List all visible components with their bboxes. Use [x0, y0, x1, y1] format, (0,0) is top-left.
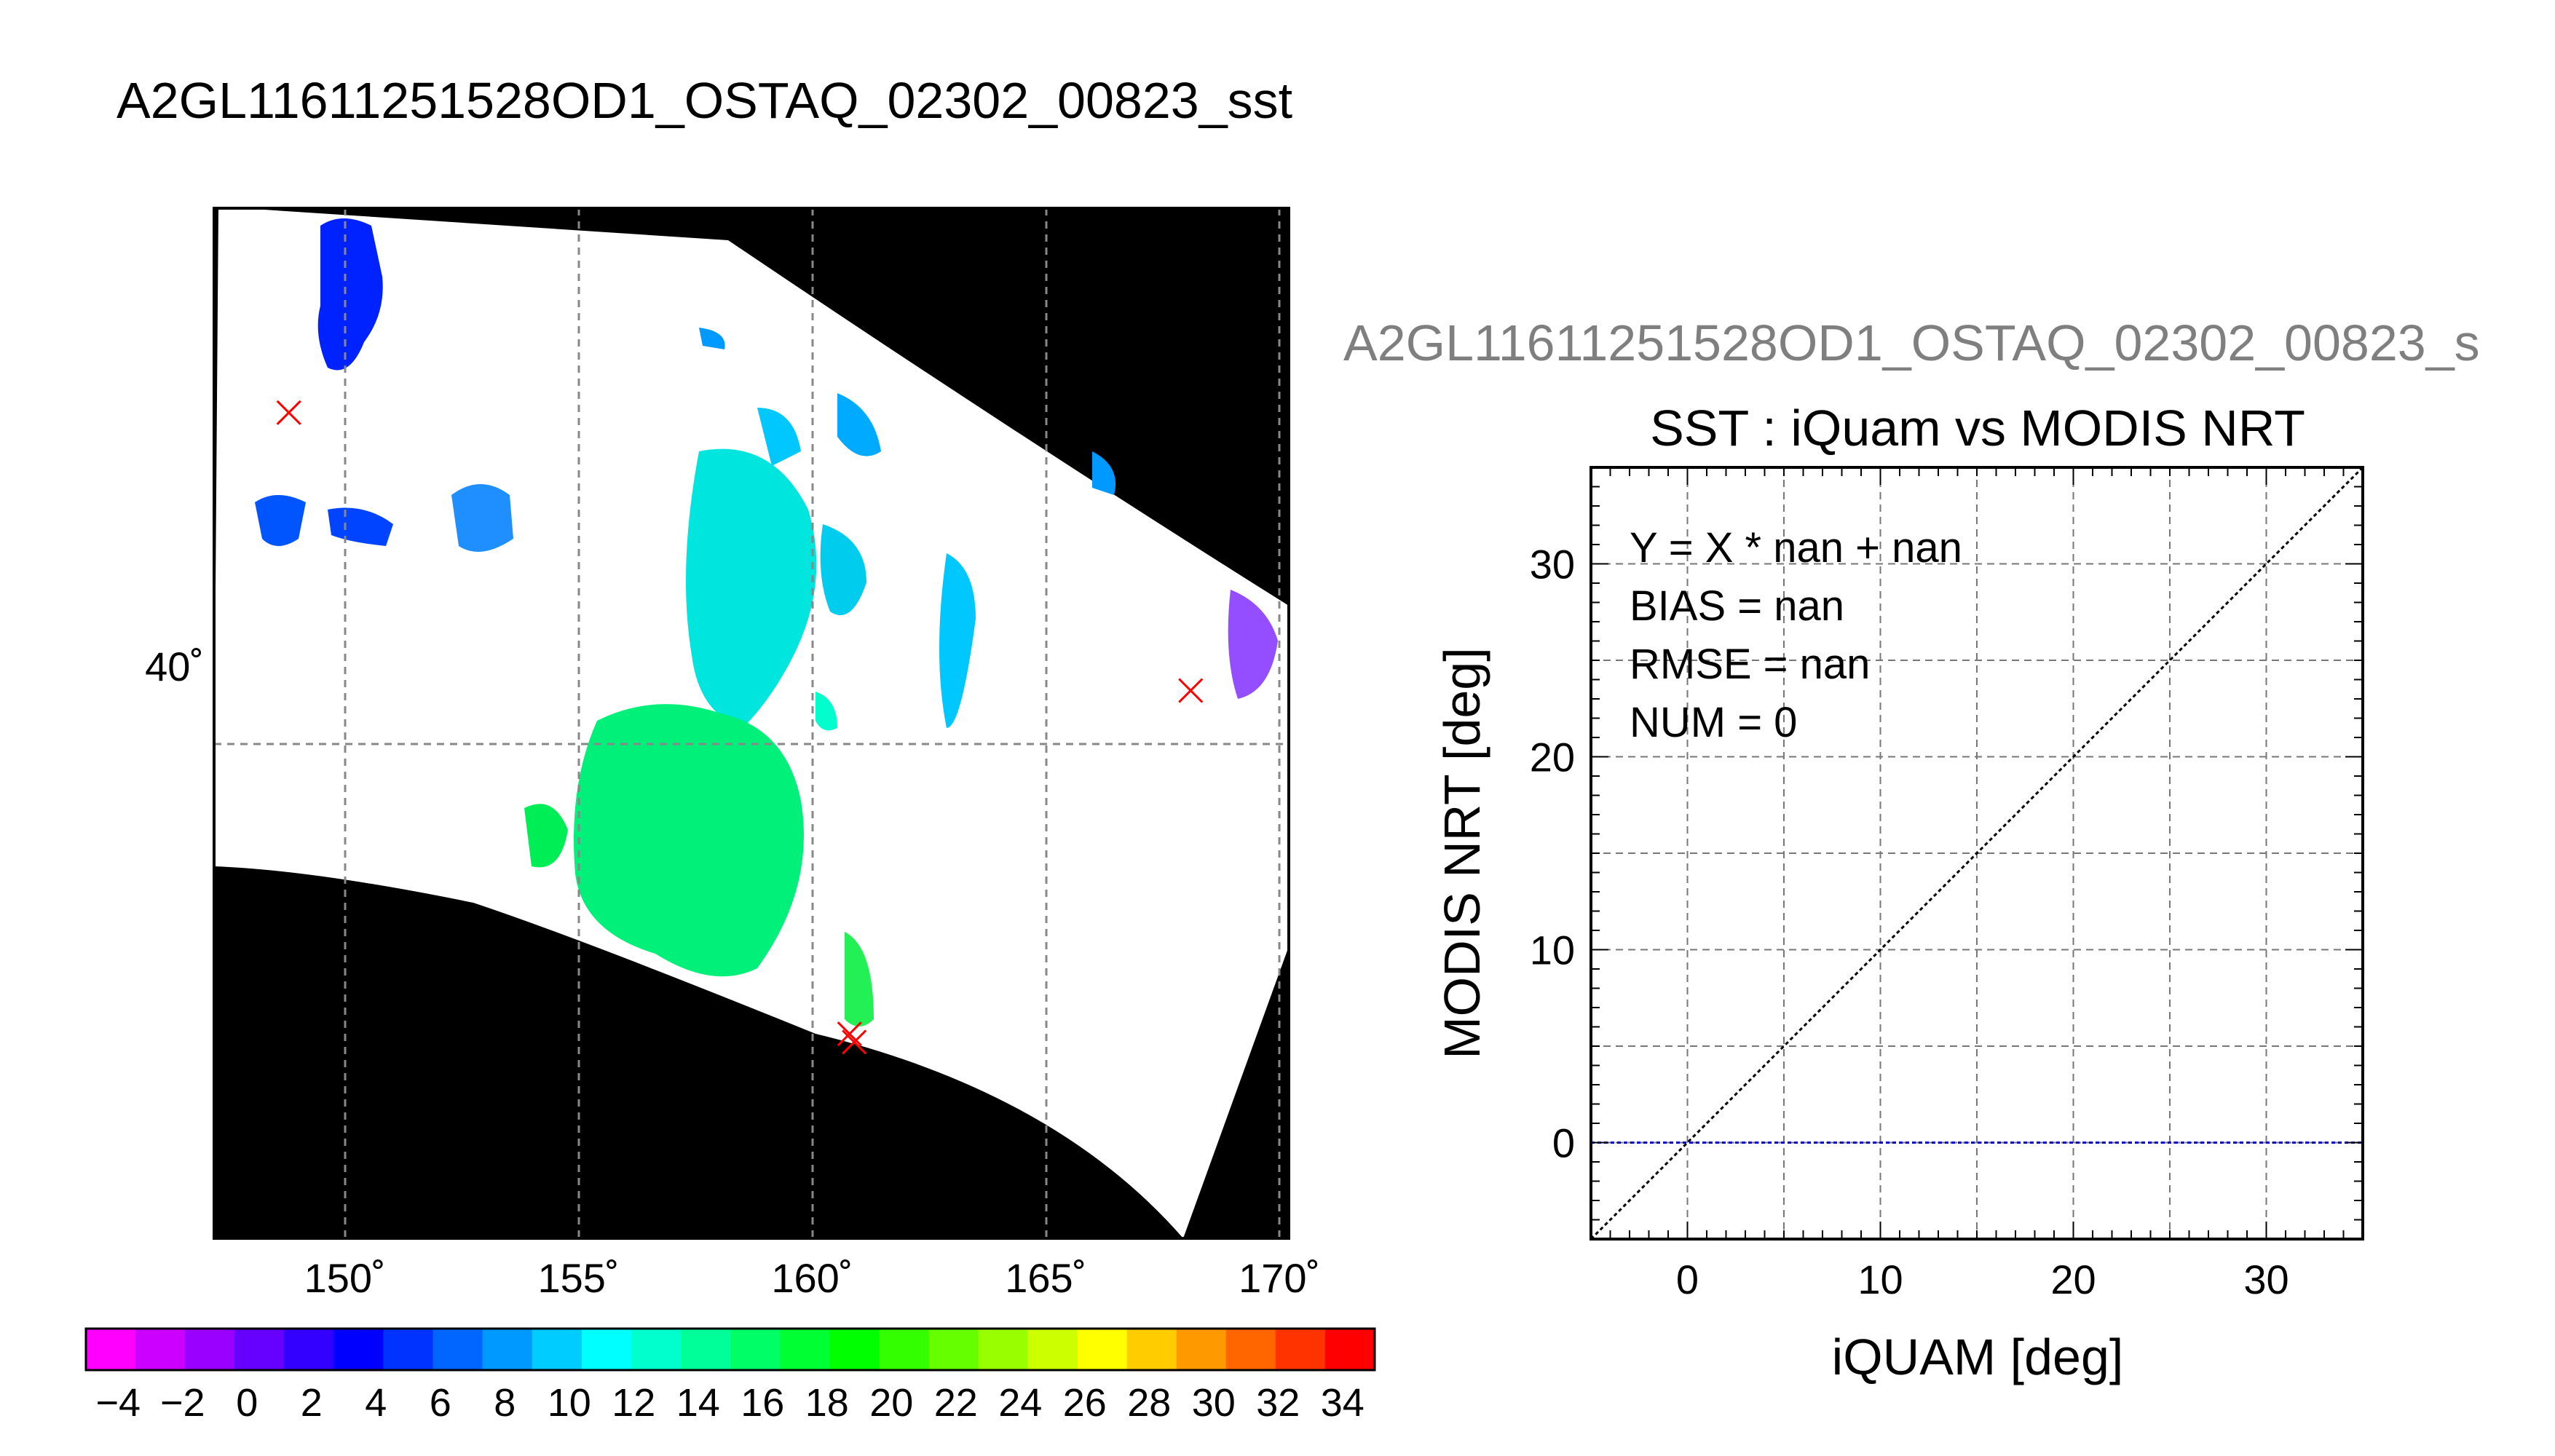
map-x-tick-label: 165˚ [1005, 1255, 1086, 1301]
colorbar-swatch [86, 1329, 136, 1370]
colorbar-tick-label: 16 [741, 1381, 784, 1425]
scatter-y-tick-label: 30 [1530, 542, 1575, 587]
scatter-x-tick-label: 10 [1857, 1257, 1903, 1302]
colorbar-swatch [879, 1329, 929, 1370]
colorbar-swatch [1225, 1329, 1276, 1370]
scatter-y-tick-label: 20 [1530, 735, 1575, 780]
map-x-tick-label: 150˚ [304, 1255, 386, 1301]
map-graticule [214, 208, 1289, 1238]
map-y-tick-label: 40˚ [145, 644, 204, 689]
colorbar-swatch [532, 1329, 583, 1370]
scatter-y-tick-label: 10 [1530, 927, 1575, 973]
colorbar: −4 −2 0 2 4 6 8 10 12 14 16 18 20 22 24 26 28 30 32 34 [84, 1327, 1376, 1425]
colorbar-tick-label: 26 [1063, 1381, 1107, 1425]
colorbar-swatch [631, 1329, 682, 1370]
colorbar-tick-label: −2 [160, 1381, 205, 1425]
colorbar-swatch [928, 1329, 979, 1370]
colorbar-swatch [1176, 1329, 1227, 1370]
colorbar-tick-label: 14 [676, 1381, 720, 1425]
scatter-y-tick-label: 0 [1552, 1120, 1575, 1166]
colorbar-swatch [829, 1329, 880, 1370]
map-x-tick-label: 155˚ [538, 1255, 620, 1301]
match-marker [276, 400, 301, 425]
colorbar-swatch [1275, 1329, 1326, 1370]
scatter-file-title: A2GL11611251528OD1_OSTAQ_02302_00823_s [1343, 314, 2480, 371]
colorbar-tick-label: 6 [430, 1381, 451, 1425]
colorbar-swatch [185, 1329, 235, 1370]
colorbar-swatch [978, 1329, 1029, 1370]
colorbar-tick-label: 28 [1127, 1381, 1171, 1425]
colorbar-swatch [1077, 1329, 1128, 1370]
colorbar-swatch [1027, 1329, 1078, 1370]
colorbar-tick-label: 8 [494, 1381, 516, 1425]
colorbar-tick-label: −4 [95, 1381, 141, 1425]
swath-area [214, 208, 1289, 1238]
colorbar-swatch [1126, 1329, 1177, 1370]
map-markers [276, 400, 1204, 1055]
colorbar-swatch [680, 1329, 731, 1370]
colorbar-tick-label: 20 [869, 1381, 913, 1425]
colorbar-tick-label: 24 [998, 1381, 1042, 1425]
match-marker [842, 1029, 867, 1055]
sst-patches [255, 218, 1278, 1026]
stats-annotation: NUM = 0 [1630, 699, 1797, 746]
colorbar-swatch [1324, 1329, 1375, 1370]
scatter-lines [1590, 466, 2364, 1241]
colorbar-swatches [86, 1329, 1375, 1370]
colorbar-swatch [284, 1329, 334, 1370]
colorbar-tick-label: 12 [612, 1381, 655, 1425]
colorbar-tick-label: 34 [1321, 1381, 1365, 1425]
scatter-y-label: MODIS NRT [deg] [1434, 647, 1490, 1059]
colorbar-tick-label: 18 [805, 1381, 849, 1425]
scatter-ticks: 0 10 20 30 0 10 20 30 [1530, 467, 2363, 1302]
colorbar-swatch [433, 1329, 483, 1370]
colorbar-swatch [730, 1329, 781, 1370]
scatter-annotations: Y = X * nan + nan BIAS = nan RMSE = nan NUM… [1630, 524, 1962, 746]
colorbar-swatch [482, 1329, 533, 1370]
colorbar-tick-label: 22 [934, 1381, 978, 1425]
match-marker [837, 1021, 862, 1047]
map-x-tick-label: 170˚ [1239, 1255, 1320, 1301]
colorbar-tick-label: 4 [365, 1381, 387, 1425]
map-x-tick-label: 160˚ [771, 1255, 853, 1301]
scatter-x-tick-label: 30 [2243, 1257, 2289, 1302]
colorbar-tick-labels: −4 −2 0 2 4 6 8 10 12 14 16 18 20 22 24 26 28 30 32 34 [95, 1381, 1364, 1425]
match-marker [1178, 678, 1204, 703]
stats-annotation: RMSE = nan [1630, 641, 1870, 688]
map-frame [213, 207, 1290, 1240]
scatter-x-tick-label: 20 [2050, 1257, 2096, 1302]
colorbar-swatch [581, 1329, 632, 1370]
stats-annotation: Y = X * nan + nan [1630, 524, 1962, 571]
scatter-plot: SST : iQuam vs MODIS NRT 0 10 20 300102030 … [1434, 400, 2364, 1385]
colorbar-swatch [780, 1329, 830, 1370]
map-title: A2GL11611251528OD1_OSTAQ_02302_00823_sst [117, 72, 1293, 129]
colorbar-tick-label: 0 [236, 1381, 258, 1425]
colorbar-swatch [135, 1329, 186, 1370]
colorbar-frame [84, 1327, 1376, 1372]
colorbar-tick-label: 30 [1192, 1381, 1236, 1425]
colorbar-tick-label: 2 [301, 1381, 323, 1425]
sst-map: 150˚ 155˚ 160˚ 165˚ 170˚ 40˚ [145, 207, 1321, 1301]
one-to-one-line [1590, 466, 2364, 1241]
stats-annotation: BIAS = nan [1630, 582, 1844, 630]
colorbar-swatch [333, 1329, 384, 1370]
map-x-tick-labels: 150˚ 155˚ 160˚ 165˚ 170˚ [304, 1255, 1321, 1301]
colorbar-swatch [234, 1329, 285, 1370]
scatter-x-tick-label: 0 [1676, 1257, 1699, 1302]
colorbar-tick-label: 10 [548, 1381, 591, 1425]
scatter-title: SST : iQuam vs MODIS NRT [1650, 400, 2305, 456]
colorbar-swatch [383, 1329, 434, 1370]
colorbar-tick-label: 32 [1256, 1381, 1300, 1425]
map-y-tick-labels: 40˚ [145, 644, 204, 689]
scatter-x-label: iQUAM [deg] [1832, 1329, 2124, 1385]
